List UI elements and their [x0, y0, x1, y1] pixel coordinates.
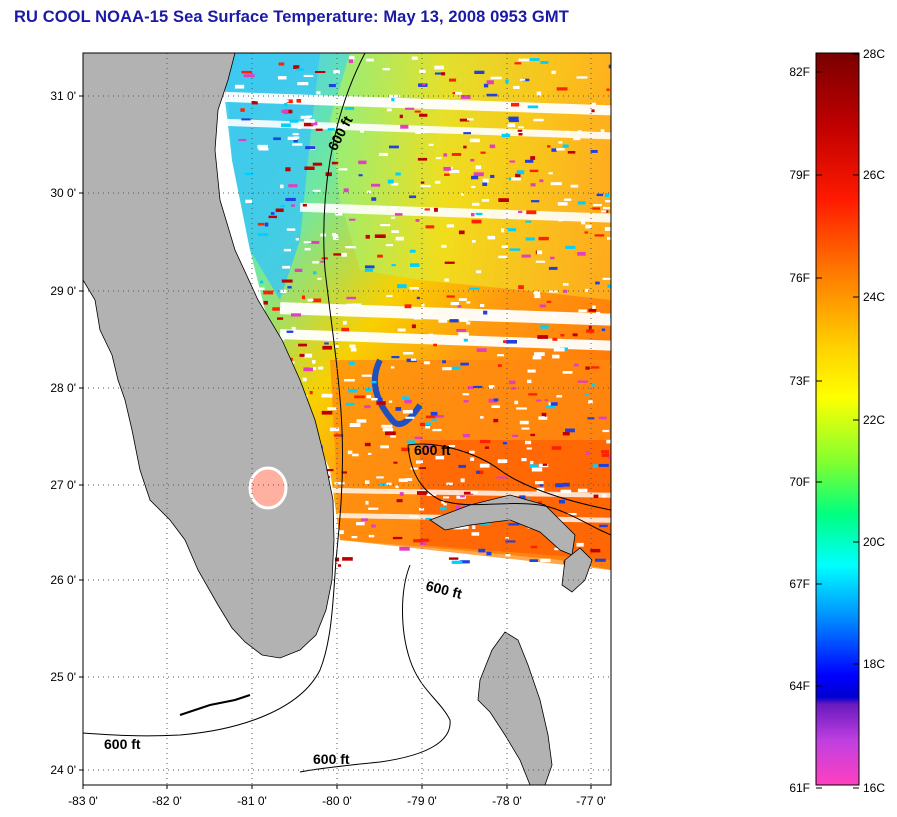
colorbar-fahrenheit-labels: 82F 79F 76F 73F 70F 67F 64F 61F	[789, 65, 822, 795]
contour-label: 600 ft	[414, 442, 451, 458]
latitude-tick-label: 26 0'	[50, 573, 76, 587]
colorbar-f-label: 67F	[789, 577, 810, 591]
colorbar-c-label: 28C	[863, 47, 885, 61]
eleuthera-land	[561, 547, 593, 593]
contour-label: 600 ft	[104, 736, 141, 752]
colorbar-celsius-labels: 28C 26C 24C 22C 20C 18C 16C	[853, 47, 885, 795]
florida-keys	[179, 694, 251, 716]
map-plot-area	[83, 53, 611, 785]
longitude-tick-label: -80 0'	[322, 794, 352, 808]
latitude-tick-label: 28 0'	[50, 381, 76, 395]
longitude-axis: -83 0' -82 0' -81 0' -80 0' -79 0' -78 0' -77 …	[68, 785, 606, 808]
andros-land	[477, 631, 553, 785]
latitude-tick-label: 29 0'	[50, 284, 76, 298]
colorbar-f-label: 64F	[789, 679, 810, 693]
colorbar-f-label: 61F	[789, 781, 810, 795]
map-title: RU COOL NOAA-15 Sea Surface Temperature:…	[14, 8, 569, 26]
longitude-tick-label: -81 0'	[237, 794, 267, 808]
colorbar-f-label: 82F	[789, 65, 810, 79]
colorbar-f-label: 76F	[789, 271, 810, 285]
latitude-axis: 31 0' 30 0' 29 0' 28 0' 27 0' 26 0' 25 0' 24 0'	[50, 89, 83, 777]
colorbar: 82F 79F 76F 73F 70F 67F 64F 61F 28C 26C 24C 22C 20C…	[789, 47, 885, 795]
latitude-tick-label: 24 0'	[50, 763, 76, 777]
map-frame	[82, 52, 612, 786]
longitude-tick-label: -79 0'	[407, 794, 437, 808]
colorbar-c-label: 20C	[863, 535, 885, 549]
latitude-tick-label: 30 0'	[50, 186, 76, 200]
colorbar-f-label: 79F	[789, 168, 810, 182]
latitude-tick-label: 27 0'	[50, 478, 76, 492]
colorbar-f-label: 73F	[789, 374, 810, 388]
longitude-tick-label: -78 0'	[492, 794, 522, 808]
colorbar-gradient	[815, 52, 860, 786]
colorbar-c-label: 26C	[863, 168, 885, 182]
lake-okeechobee	[248, 466, 288, 510]
longitude-tick-label: -82 0'	[152, 794, 182, 808]
colorbar-c-label: 18C	[863, 657, 885, 671]
colorbar-c-label: 22C	[863, 413, 885, 427]
colorbar-c-label: 24C	[863, 290, 885, 304]
colorbar-c-label: 16C	[863, 781, 885, 795]
map-grid	[83, 53, 611, 785]
latitude-tick-label: 25 0'	[50, 670, 76, 684]
latitude-tick-label: 31 0'	[50, 89, 76, 103]
longitude-tick-label: -77 0'	[576, 794, 606, 808]
colorbar-f-label: 70F	[789, 475, 810, 489]
depth-contours	[83, 53, 611, 773]
contour-label: 600 ft	[313, 751, 350, 767]
longitude-tick-label: -83 0'	[68, 794, 98, 808]
